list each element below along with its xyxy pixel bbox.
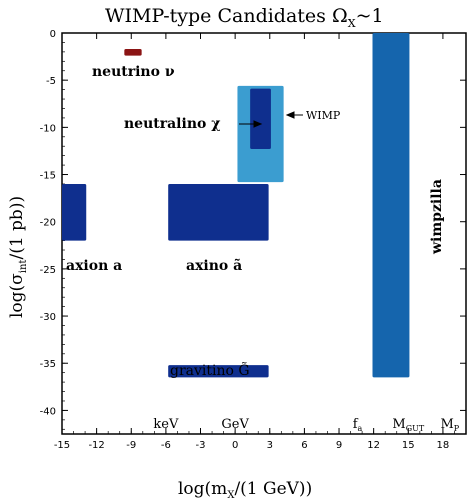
x-tick-label: -15 <box>54 440 70 451</box>
chart-title: WIMP-type Candidates ΩX~1 <box>105 5 384 30</box>
x-tick-label: 9 <box>336 440 342 451</box>
y-tick-label: -5 <box>46 76 56 87</box>
y-tick-label: -40 <box>40 406 56 417</box>
scale-labels: keV GeV fa MGUT MP <box>153 417 459 433</box>
region-wimpzilla <box>372 33 410 378</box>
y-tick-label: 0 <box>50 29 56 40</box>
x-tick-label: -9 <box>126 440 136 451</box>
axino-label: axino ã <box>186 257 242 274</box>
x-tick-label: 0 <box>232 440 238 451</box>
region-axion <box>62 183 87 241</box>
gravitino-label: gravitino G̃ <box>170 361 250 379</box>
regions <box>62 33 410 378</box>
region-gravitino <box>168 365 269 378</box>
wimp-label: WIMP <box>306 109 341 122</box>
scale-label: MP <box>440 417 459 433</box>
y-tick-label: -25 <box>40 265 56 276</box>
x-tick-label: -12 <box>88 440 104 451</box>
wimp-arrow <box>285 111 303 119</box>
x-tick-label: -3 <box>196 440 206 451</box>
y-axis-label: log(σint/(1 pb)) <box>7 196 29 318</box>
y-tick-label: -10 <box>40 123 56 134</box>
x-tick-label: 6 <box>301 440 307 451</box>
x-tick-label: 3 <box>267 440 273 451</box>
y-tick-label: -30 <box>40 312 56 323</box>
x-axis-label: log(mX/(1 GeV)) <box>178 479 312 501</box>
neutralino-arrow <box>239 120 263 128</box>
scale-label: keV <box>153 417 179 432</box>
region-neutralino <box>250 88 271 150</box>
axion-label: axion a <box>66 258 122 274</box>
region-axino <box>168 183 269 241</box>
scale-label: MGUT <box>392 417 424 433</box>
neutralino-label: neutralino χ <box>124 116 220 132</box>
y-tick-label: -35 <box>40 359 56 370</box>
wimpzilla-label: wimpzilla <box>429 179 445 255</box>
scale-label: fa <box>353 417 363 433</box>
y-tick-label: -20 <box>40 218 56 229</box>
x-tick-label: -6 <box>161 440 171 451</box>
neutrino-label: neutrino ν <box>92 64 175 80</box>
x-tick-label: 12 <box>367 440 380 451</box>
scale-label: GeV <box>221 417 249 432</box>
x-tick-label: 18 <box>437 440 450 451</box>
axis-ticks: -15 -12 -9 -6 -3 0 3 6 9 12 15 180-5-10-15-20-25-30… <box>40 29 466 451</box>
region-neutrino <box>124 49 142 56</box>
x-tick-label: 15 <box>402 440 415 451</box>
y-tick-label: -15 <box>40 171 56 182</box>
